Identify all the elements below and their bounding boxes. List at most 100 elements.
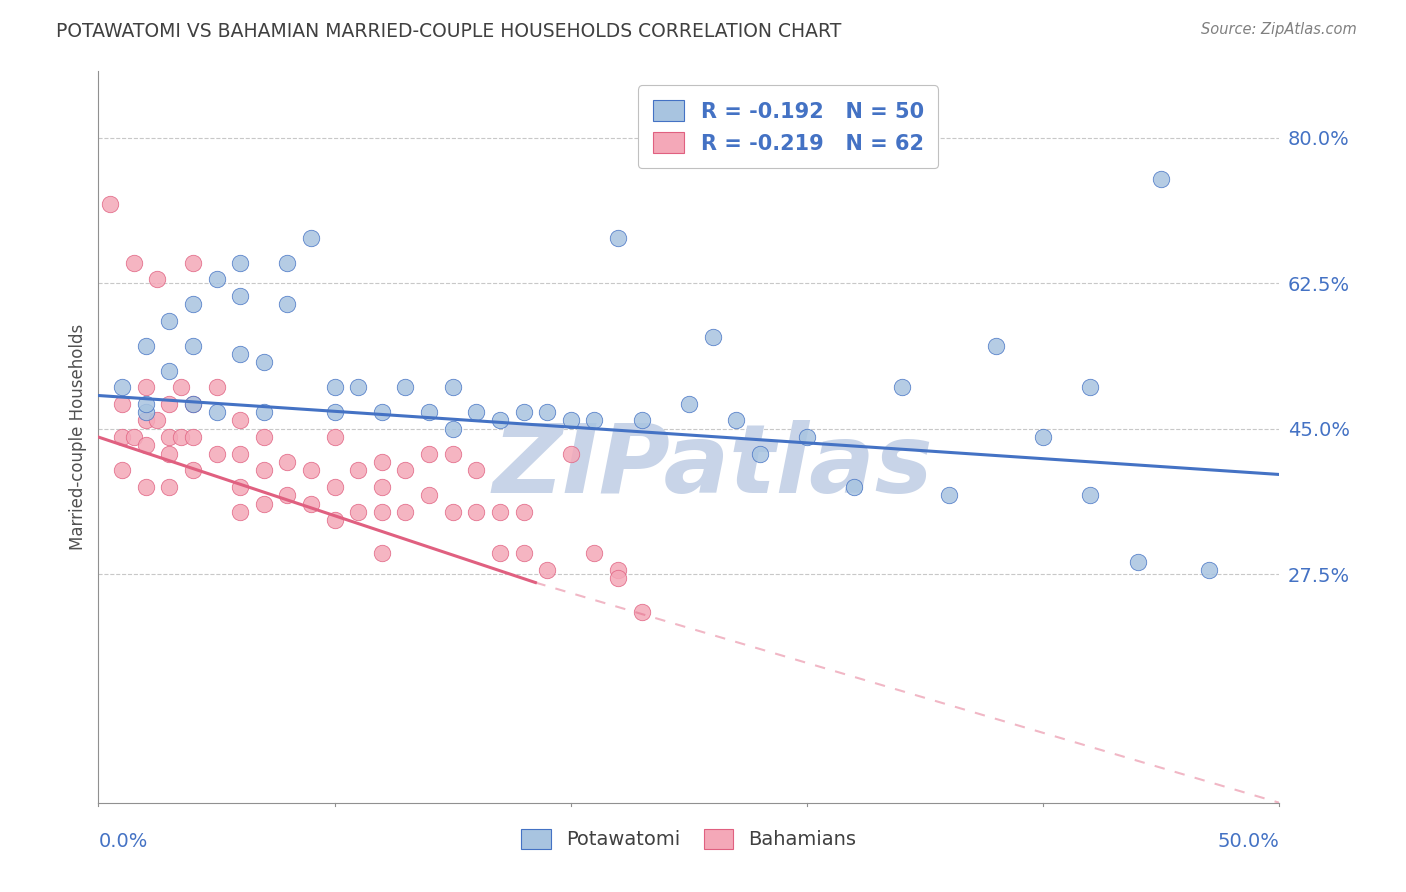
Point	[394, 505, 416, 519]
Point	[1080, 380, 1102, 394]
Point	[229, 413, 252, 427]
Point	[276, 488, 298, 502]
Point	[441, 447, 464, 461]
Point	[418, 447, 440, 461]
Point	[135, 380, 157, 394]
Point	[276, 255, 298, 269]
Point	[253, 430, 276, 444]
Point	[1198, 563, 1220, 577]
Point	[323, 513, 346, 527]
Point	[323, 380, 346, 394]
Point	[418, 488, 440, 502]
Point	[725, 413, 748, 427]
Point	[111, 397, 134, 411]
Point	[181, 463, 204, 477]
Point	[276, 455, 298, 469]
Point	[229, 347, 252, 361]
Point	[630, 413, 652, 427]
Point	[489, 505, 512, 519]
Point	[111, 463, 134, 477]
Point	[276, 297, 298, 311]
Point	[122, 255, 145, 269]
Point	[560, 447, 582, 461]
Point	[135, 438, 157, 452]
Point	[323, 430, 346, 444]
Point	[111, 430, 134, 444]
Point	[371, 546, 394, 560]
Point	[135, 338, 157, 352]
Point	[347, 380, 370, 394]
Legend: Potawatomi, Bahamians: Potawatomi, Bahamians	[512, 819, 866, 859]
Point	[489, 546, 512, 560]
Point	[512, 546, 534, 560]
Point	[844, 480, 866, 494]
Point	[229, 255, 252, 269]
Point	[441, 380, 464, 394]
Point	[181, 430, 204, 444]
Point	[253, 463, 276, 477]
Point	[323, 480, 346, 494]
Point	[583, 546, 606, 560]
Point	[394, 463, 416, 477]
Point	[465, 505, 488, 519]
Point	[181, 397, 204, 411]
Point	[299, 230, 322, 244]
Point	[98, 197, 121, 211]
Point	[146, 413, 169, 427]
Point	[135, 397, 157, 411]
Point	[157, 447, 180, 461]
Text: POTAWATOMI VS BAHAMIAN MARRIED-COUPLE HOUSEHOLDS CORRELATION CHART: POTAWATOMI VS BAHAMIAN MARRIED-COUPLE HO…	[56, 22, 842, 41]
Point	[205, 405, 228, 419]
Point	[630, 605, 652, 619]
Point	[181, 297, 204, 311]
Point	[146, 272, 169, 286]
Point	[157, 397, 180, 411]
Y-axis label: Married-couple Households: Married-couple Households	[69, 324, 87, 550]
Point	[347, 463, 370, 477]
Point	[299, 497, 322, 511]
Point	[607, 571, 630, 585]
Point	[441, 422, 464, 436]
Point	[1080, 488, 1102, 502]
Point	[984, 338, 1007, 352]
Text: ZIPatlas: ZIPatlas	[492, 420, 932, 513]
Point	[702, 330, 724, 344]
Point	[135, 405, 157, 419]
Point	[371, 505, 394, 519]
Point	[465, 463, 488, 477]
Text: 0.0%: 0.0%	[98, 831, 148, 851]
Point	[205, 447, 228, 461]
Point	[111, 380, 134, 394]
Point	[181, 397, 204, 411]
Point	[157, 430, 180, 444]
Point	[465, 405, 488, 419]
Point	[1126, 555, 1149, 569]
Point	[229, 289, 252, 303]
Point	[323, 405, 346, 419]
Point	[371, 455, 394, 469]
Point	[253, 497, 276, 511]
Point	[890, 380, 912, 394]
Point	[418, 405, 440, 419]
Point	[135, 413, 157, 427]
Point	[748, 447, 770, 461]
Point	[122, 430, 145, 444]
Point	[1150, 172, 1173, 186]
Point	[347, 505, 370, 519]
Point	[512, 505, 534, 519]
Point	[170, 430, 193, 444]
Point	[560, 413, 582, 427]
Point	[229, 480, 252, 494]
Point	[441, 505, 464, 519]
Point	[157, 363, 180, 377]
Point	[938, 488, 960, 502]
Point	[205, 272, 228, 286]
Point	[299, 463, 322, 477]
Point	[489, 413, 512, 427]
Text: Source: ZipAtlas.com: Source: ZipAtlas.com	[1201, 22, 1357, 37]
Point	[157, 314, 180, 328]
Point	[796, 430, 818, 444]
Point	[1032, 430, 1054, 444]
Point	[607, 230, 630, 244]
Point	[181, 255, 204, 269]
